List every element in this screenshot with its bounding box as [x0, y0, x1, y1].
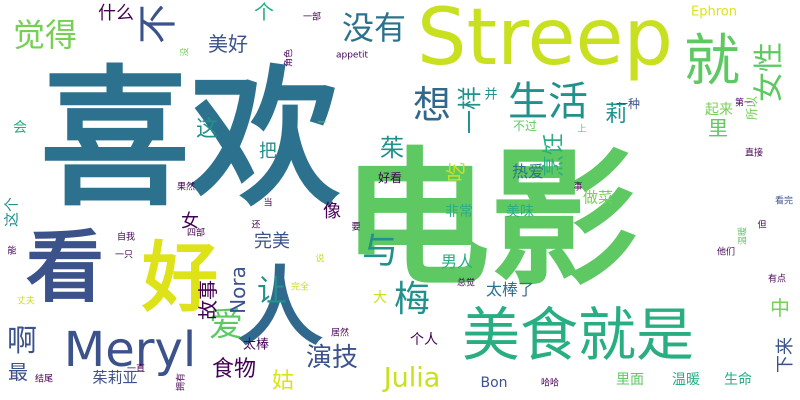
word-kanwan: 看完 — [774, 196, 794, 207]
word-meishijiushi: 美食就是 — [461, 301, 695, 369]
word-gu: 姑 — [271, 369, 295, 394]
word-juese: 角色 — [284, 48, 295, 68]
word-dianying: 电影 — [342, 134, 638, 306]
word-shuo: 说 — [315, 254, 325, 265]
word-ephron: Ephron — [691, 4, 737, 20]
word-shenghuo: 生活 — [508, 79, 588, 125]
word-ziwo: 自我 — [116, 232, 136, 243]
word-gushi: 故事 — [196, 280, 220, 320]
word-shi: 事 — [573, 182, 583, 193]
word-rang: 让 — [257, 274, 287, 309]
word-shiwu: 食物 — [211, 357, 257, 382]
word-zongjue: 总觉 — [456, 278, 476, 289]
word-pengren: 烹饪 — [542, 132, 567, 178]
word-qilai: 起来 — [705, 102, 733, 118]
word-jiewei: 结尾 — [34, 374, 54, 385]
word-bu: 不 — [135, 4, 181, 44]
word-yizhi: 一只 — [114, 250, 134, 261]
word-bon: Bon — [480, 375, 508, 391]
word-shengming: 生命 — [724, 372, 752, 388]
word-shang: 上 — [577, 124, 587, 135]
word-taibangle: 太棒了 — [485, 280, 535, 299]
word-yongyou: 拥有 — [176, 372, 187, 392]
word-kan: 看 — [25, 223, 105, 313]
word-yiyang: 一样 — [456, 86, 484, 134]
word-nv: 女 — [181, 211, 199, 232]
word-zui: 最 — [8, 360, 28, 384]
word-meryl: Meryl — [63, 322, 197, 378]
word-ge: 个 — [254, 0, 274, 24]
word-zhege: 这个 — [2, 196, 21, 228]
word-hai: 还 — [251, 220, 261, 231]
word-yu: 与 — [361, 231, 399, 272]
word-buguo: 不过 — [512, 119, 538, 133]
word-julia: Julia — [383, 362, 441, 394]
word-meihao: 美好 — [208, 32, 248, 56]
word-taibang: 太棒 — [242, 337, 270, 353]
word-nora: Nora — [226, 266, 250, 314]
word-meiyou: 没有 — [341, 9, 407, 47]
word-xihuan: 喜欢 — [39, 53, 341, 227]
word-zhangfu: 丈夫 — [16, 296, 36, 307]
word-zuocai: 做菜 — [582, 188, 614, 207]
word-tamen: 他们 — [716, 247, 736, 258]
word-xiang2: 像 — [323, 201, 341, 222]
word-guoran: 果然 — [176, 182, 196, 193]
word-appetit: appetit — [335, 50, 369, 61]
word-zhijie: 直接 — [744, 148, 764, 159]
word-li-inside: 里 — [708, 116, 728, 140]
word-hao: 好 — [142, 233, 218, 322]
word-limian: 里面 — [616, 372, 644, 388]
word-zhong: 中 — [770, 296, 790, 320]
word-dan: 但 — [757, 220, 767, 231]
word-diyi: 第一 — [734, 98, 754, 109]
word-feichang: 非常 — [445, 204, 473, 220]
word-mei: 梅 — [393, 279, 431, 320]
word-da: 大 — [373, 290, 387, 306]
word-mei2: 没 — [180, 47, 191, 57]
word-meiwei: 美味 — [506, 204, 534, 220]
word-chi: 吃 — [444, 162, 468, 182]
word-wanmei: 完美 — [254, 231, 290, 252]
word-xialai: 下来 — [775, 337, 796, 373]
word-youdian: 有点 — [767, 274, 787, 285]
word-wanquan: 完全 — [290, 282, 310, 293]
word-hui: 会 — [13, 120, 27, 136]
word-zhu: 茱 — [380, 134, 404, 162]
word-nanren: 男人 — [440, 252, 474, 271]
word-yanji: 演技 — [305, 343, 359, 373]
word-ren: 人 — [237, 258, 323, 358]
word-xiang: 想 — [412, 83, 452, 127]
word-yizhi2: 一直 — [126, 364, 146, 375]
word-dang: 当 — [263, 198, 273, 209]
word-haha: 哈哈 — [540, 378, 560, 389]
word-haokan: 好看 — [377, 171, 403, 185]
word-li: 莉 — [604, 102, 628, 127]
word-a: 啊 — [7, 324, 37, 359]
word-bing: 并 — [484, 87, 498, 103]
word-zhuliya: 茱莉亚 — [92, 368, 138, 387]
word-yi: 一 — [317, 118, 327, 129]
word-juran: 居然 — [330, 328, 350, 339]
word-yao: 要 — [351, 222, 361, 233]
word-sibu: 四部 — [186, 228, 206, 239]
word-ba: 把 — [259, 141, 277, 162]
word-wennuan-small: 温暖 — [738, 226, 749, 246]
word-neng: 能 — [7, 246, 17, 257]
word-jiu: 就 — [684, 29, 740, 94]
word-shenme: 什么 — [98, 3, 134, 24]
word-yibu: 一部 — [302, 12, 322, 23]
word-zhe: 这 — [195, 117, 219, 142]
word-nvxing: 女性 — [752, 42, 787, 102]
word-geren: 个人 — [410, 332, 438, 348]
word-reai: 热爱 — [511, 162, 545, 181]
word-ai: 爱 — [209, 305, 243, 345]
word-streep: Streep — [417, 0, 673, 83]
word-juede: 觉得 — [12, 16, 78, 54]
word-wennuan: 温暖 — [672, 372, 700, 388]
word-yizhong: 一种 — [615, 97, 641, 111]
